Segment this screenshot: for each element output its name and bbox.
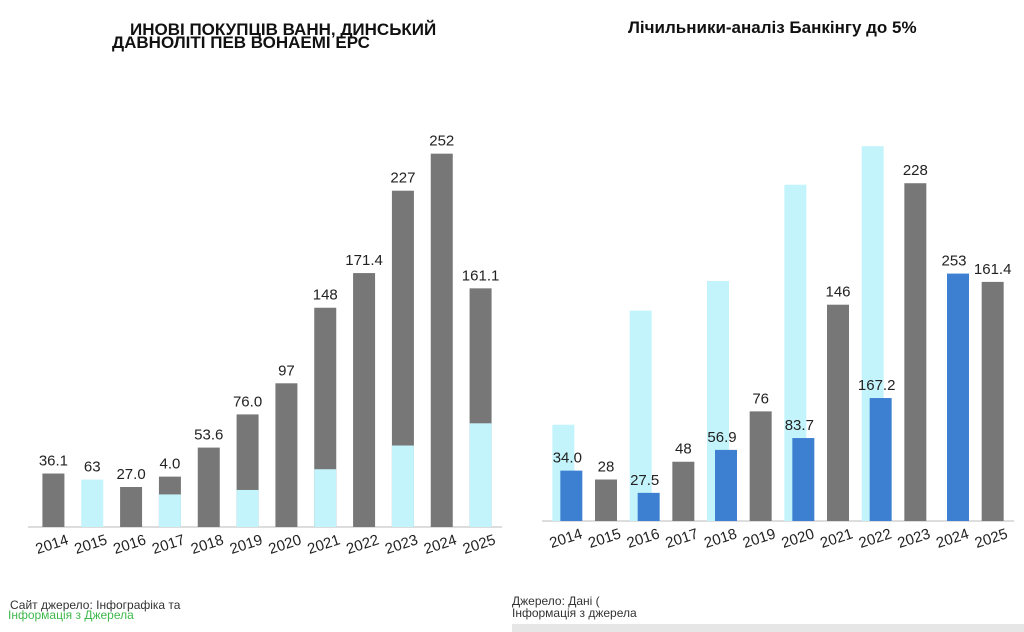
x-tick-label-0-8: 2022 bbox=[344, 531, 381, 557]
bar-0-s0-9 bbox=[391, 190, 414, 527]
bar-0-s0-2 bbox=[120, 487, 143, 527]
right-chart-panel: Лічильники-аналіз Банкінгу до 5% 34.0 201… bbox=[512, 0, 1024, 632]
bar-1-s1-9 bbox=[904, 183, 927, 521]
data-label-1-9: 228 bbox=[903, 162, 928, 179]
bar-1-s1-7 bbox=[827, 304, 849, 521]
bar-0-s0-0 bbox=[42, 473, 65, 527]
right-chart-title: Лічильники-аналіз Банкінгу до 5% bbox=[628, 18, 917, 37]
bar-0-s1-11 bbox=[469, 423, 492, 527]
x-tick-label-1-6: 2020 bbox=[779, 525, 816, 551]
data-label-1-3: 48 bbox=[675, 441, 692, 458]
bottom-scroll-strip bbox=[512, 624, 1024, 632]
x-tick-label-0-5: 2019 bbox=[228, 531, 265, 557]
data-label-1-2: 27.5 bbox=[630, 472, 659, 489]
bar-0-s1-3 bbox=[158, 494, 181, 527]
bar-0-s1-5 bbox=[236, 489, 259, 527]
bar-1-s1-11 bbox=[981, 281, 1004, 521]
data-label-0-11: 161.1 bbox=[462, 267, 500, 284]
data-label-1-10: 253 bbox=[941, 253, 966, 270]
data-label-1-7: 146 bbox=[825, 284, 850, 301]
left-chart-source-line-2: Інформація з Джерела bbox=[8, 608, 134, 622]
data-label-0-9: 227 bbox=[390, 170, 415, 187]
data-label-1-5: 76 bbox=[752, 390, 769, 407]
x-tick-label-1-10: 2024 bbox=[934, 525, 971, 551]
bar-0-s1-7 bbox=[314, 469, 337, 527]
bar-1-s0-0 bbox=[560, 470, 583, 521]
left-chart-source-line-1: Сайт джерело: Інфографіка та bbox=[10, 598, 181, 612]
x-tick-label-0-1: 2015 bbox=[72, 531, 109, 557]
bar-1-s0-10 bbox=[947, 273, 969, 521]
x-tick-label-1-3: 2017 bbox=[663, 525, 700, 551]
data-label-0-3: 4.0 bbox=[159, 456, 180, 473]
x-tick-label-1-4: 2018 bbox=[702, 525, 739, 551]
right-chart-source-line-1: Джерело: Дані ( bbox=[512, 594, 600, 608]
bar-1-s2-2 bbox=[629, 310, 652, 521]
bar-0-s0-6 bbox=[275, 383, 298, 527]
data-label-1-8: 167.2 bbox=[858, 377, 896, 394]
bar-0-s0-10 bbox=[430, 153, 453, 527]
left-chart-title-line-2: ДАВНОЛІТІ ПЕВ ВОНАЕМІ ЕРС bbox=[112, 33, 370, 52]
left-chart-panel: ИНОВІ ПОКУПЦІВ ВАНН, ДИНСЬКИЙ ДАВНОЛІТІ … bbox=[8, 20, 502, 622]
left-chart-plot: 36.1 2014 63 2015 27.0 2016 4.0 2017 53.6 2018 76.… bbox=[28, 133, 502, 558]
bar-1-s0-8 bbox=[869, 398, 892, 521]
left-chart-title-line-1: ИНОВІ ПОКУПЦІВ ВАНН, ДИНСЬКИЙ bbox=[130, 20, 437, 39]
right-chart-plot: 34.0 2014 28 2015 27.5 2016 48 2017 56.9 2018 76 20… bbox=[542, 146, 1014, 552]
data-label-0-4: 53.6 bbox=[194, 427, 223, 444]
x-tick-label-0-2: 2016 bbox=[111, 531, 148, 557]
data-label-1-0: 34.0 bbox=[553, 450, 582, 467]
data-label-1-1: 28 bbox=[598, 459, 615, 476]
x-tick-label-0-0: 2014 bbox=[34, 531, 71, 557]
bar-0-s0-8 bbox=[353, 273, 376, 527]
data-label-0-8: 171.4 bbox=[345, 252, 383, 269]
data-label-0-1: 63 bbox=[84, 459, 101, 476]
x-tick-label-0-6: 2020 bbox=[267, 531, 304, 557]
x-tick-label-1-7: 2021 bbox=[818, 525, 855, 551]
x-tick-label-0-3: 2017 bbox=[150, 531, 187, 557]
bar-1-s0-2 bbox=[637, 492, 660, 521]
right-chart-source-line-2: Інформація з джерела bbox=[512, 606, 637, 620]
bar-1-s1-1 bbox=[595, 479, 617, 521]
bar-1-s0-4 bbox=[715, 449, 737, 521]
x-tick-label-0-4: 2018 bbox=[189, 531, 226, 557]
data-label-0-10: 252 bbox=[429, 133, 454, 150]
data-label-0-6: 97 bbox=[278, 362, 295, 379]
x-tick-label-1-9: 2023 bbox=[895, 525, 932, 551]
x-tick-label-1-5: 2019 bbox=[741, 525, 778, 551]
bar-0-s1-9 bbox=[391, 445, 414, 527]
data-label-0-2: 27.0 bbox=[116, 466, 145, 483]
x-tick-label-1-8: 2022 bbox=[857, 525, 894, 551]
x-tick-label-1-11: 2025 bbox=[973, 525, 1010, 551]
data-label-0-5: 76.0 bbox=[233, 393, 262, 410]
data-label-0-0: 36.1 bbox=[39, 453, 68, 470]
data-label-1-11: 161.4 bbox=[974, 261, 1012, 278]
x-tick-label-0-9: 2023 bbox=[383, 531, 420, 557]
data-label-0-7: 148 bbox=[313, 287, 338, 304]
bar-1-s1-3 bbox=[672, 461, 695, 521]
bar-1-s2-6 bbox=[784, 184, 807, 521]
bar-0-s1-1 bbox=[81, 479, 104, 527]
x-tick-label-0-10: 2024 bbox=[422, 531, 459, 557]
x-tick-label-1-1: 2015 bbox=[586, 525, 623, 551]
bar-1-s1-5 bbox=[749, 411, 772, 521]
x-tick-label-0-7: 2021 bbox=[305, 531, 342, 557]
bar-0-s0-4 bbox=[197, 447, 220, 527]
bar-1-s0-6 bbox=[792, 438, 815, 521]
data-label-1-4: 56.9 bbox=[707, 429, 736, 446]
x-tick-label-1-2: 2016 bbox=[625, 525, 662, 551]
data-label-1-6: 83.7 bbox=[785, 417, 814, 434]
x-tick-label-1-0: 2014 bbox=[547, 525, 584, 551]
x-tick-label-0-11: 2025 bbox=[461, 531, 498, 557]
